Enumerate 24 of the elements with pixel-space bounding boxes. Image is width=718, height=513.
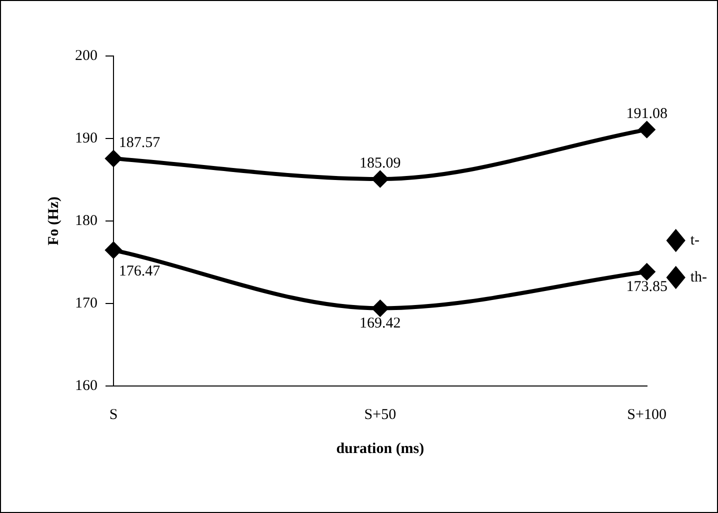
- x-tick-label: S: [109, 406, 118, 423]
- data-label: 191.08: [626, 106, 668, 122]
- x-tick-label: S+50: [364, 406, 396, 423]
- data-label: 187.57: [118, 134, 161, 151]
- y-tick-label: 190: [75, 130, 98, 146]
- data-label: 173.85: [626, 279, 668, 296]
- point: [106, 150, 122, 167]
- legend-label: t-: [690, 232, 700, 248]
- point: [372, 300, 388, 316]
- data-label: 176.47: [118, 264, 161, 280]
- x-axis-title: duration (ms): [336, 440, 424, 457]
- data-label: 185.09: [360, 155, 401, 172]
- y-tick-label: 200: [75, 48, 98, 64]
- legend-label: th-: [690, 269, 708, 286]
- x-tick-label: S+100: [627, 406, 666, 423]
- y-tick-label: 170: [75, 295, 98, 312]
- data-label: 169.42: [360, 316, 401, 332]
- point: [638, 122, 655, 138]
- y-axis-title: Fo (Hz): [46, 196, 62, 246]
- point: [638, 264, 655, 280]
- y-tick-label: 180: [75, 212, 98, 229]
- y-tick-label: 160: [75, 378, 98, 394]
- point: [106, 242, 122, 258]
- point: [372, 171, 388, 188]
